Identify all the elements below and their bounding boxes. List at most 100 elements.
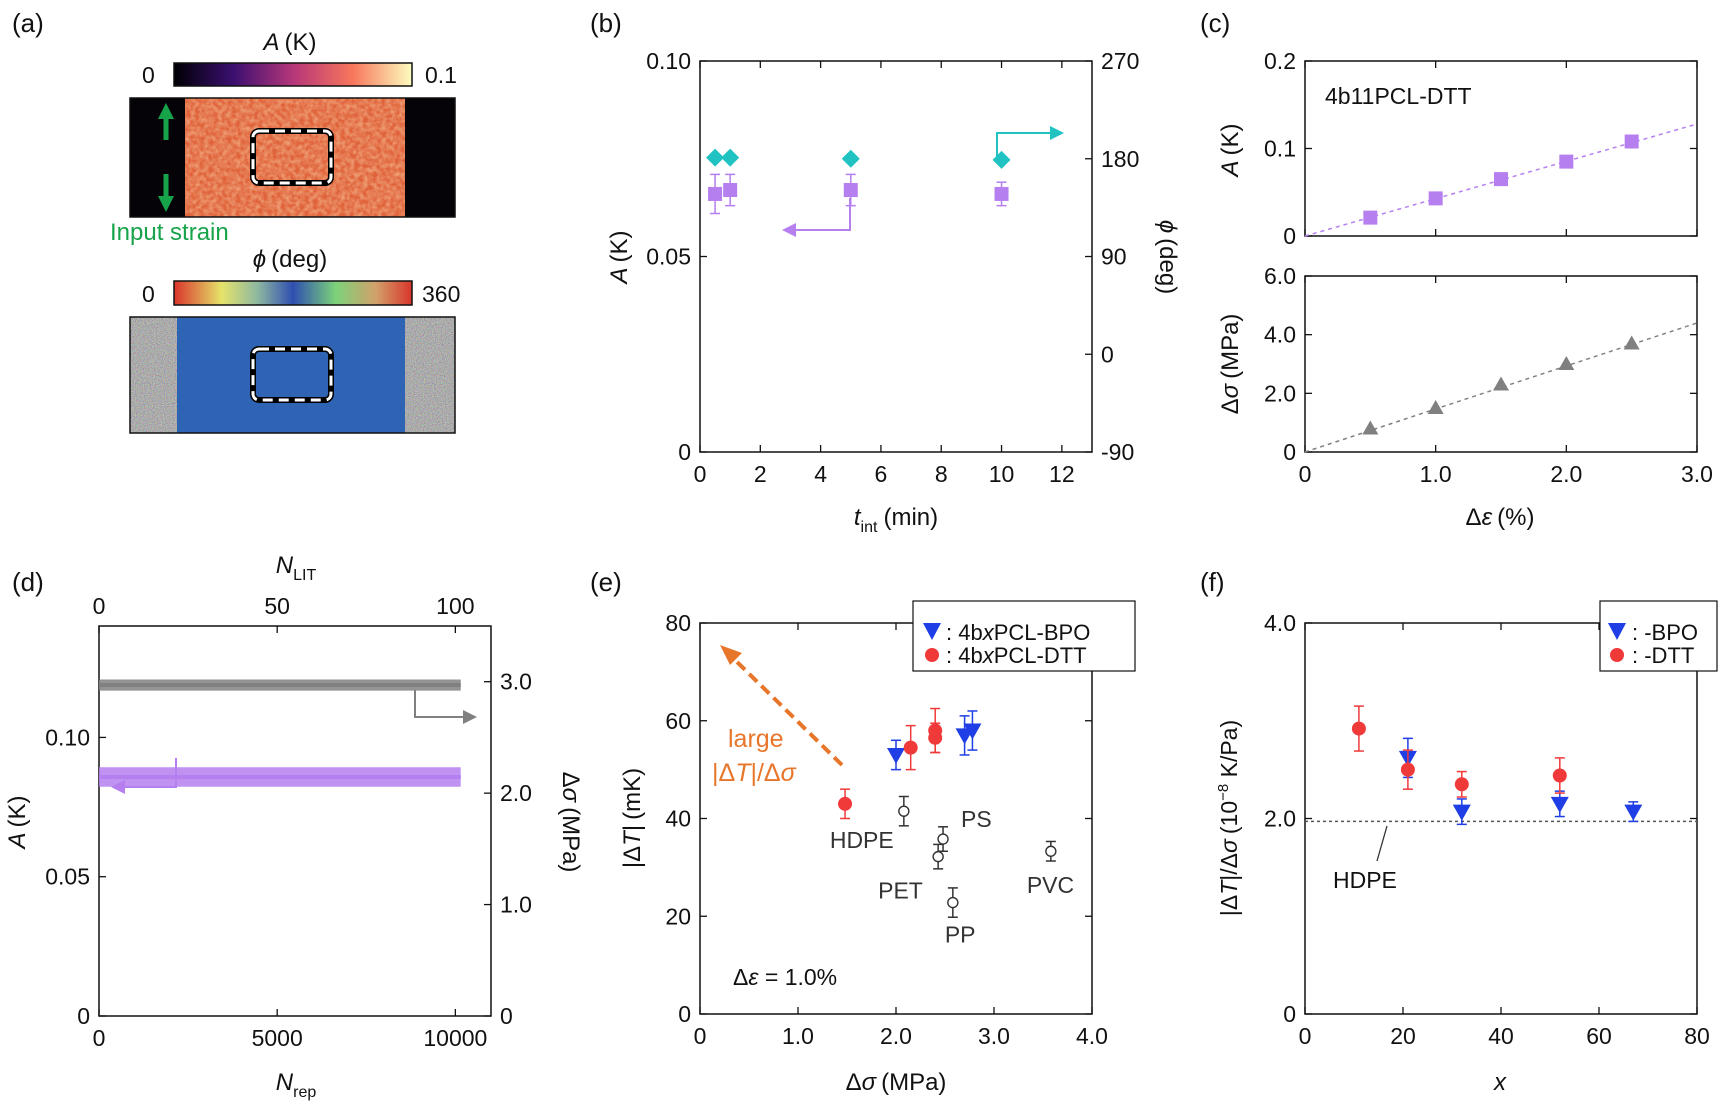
chart-e-point-s1-0 (838, 796, 853, 811)
chart-b-xtick-label: 10 (989, 461, 1015, 487)
chart-b-point-s1-2 (841, 149, 860, 168)
chart-f-point-s1-3 (1552, 768, 1567, 783)
annotation-strain: Δε = 1.0% (733, 964, 837, 990)
chart-b-frame (699, 60, 1093, 453)
chart-b-point-s0-2 (843, 183, 858, 198)
chart-c-bottom-xtick-label: 1.0 (1420, 461, 1452, 487)
phase-colorbar (173, 280, 413, 306)
chart-d-frame (98, 625, 492, 1017)
chart-d-xlabel: Nrep (276, 1069, 317, 1101)
chart-f-point-s1-0 (1351, 721, 1366, 736)
chart-c-bottom-xtick-label: 3.0 (1681, 461, 1713, 487)
chart-c-bottom-point-2 (1493, 376, 1509, 391)
amp-colorbar-min: 0 (142, 62, 155, 88)
chart-b-point-s0-0 (708, 186, 723, 201)
chart-f-frame (1304, 622, 1698, 1015)
chart-d-x2label: NLIT (276, 552, 317, 584)
chart-f-xtick-label: 20 (1390, 1023, 1416, 1049)
input-strain-arrow (158, 103, 174, 212)
chart-f-legend: : -BPO : -DTT (1599, 600, 1718, 672)
chart-e-reference-label-pet: PET (878, 878, 923, 904)
chart-b-xtick-label: 4 (814, 461, 827, 487)
legend-dtt-marker-f (1610, 648, 1624, 662)
chart-c-top-ylabel: A(K) (1217, 123, 1244, 178)
chart-e-reference-label-pvc: PVC (1027, 872, 1074, 898)
chart-b-y2tick-label: 0 (1101, 341, 1114, 367)
chart-d-xtick-label: 0 (93, 1025, 106, 1051)
annotation-ratio: |ΔT|/Δσ (712, 759, 797, 787)
chart-b-y2tick-label: 180 (1101, 146, 1139, 172)
chart-b-xtick-label: 12 (1049, 461, 1075, 487)
phase-colorbar-max: 360 (422, 281, 460, 307)
chart-f-point-s1-2 (1454, 777, 1469, 792)
chart-b-point-s1-0 (706, 148, 725, 167)
annotation-large: large (728, 725, 784, 753)
chart-d-ytick-label: 0.05 (45, 864, 90, 890)
chart-b-left-axis-arrow (782, 198, 851, 237)
chart-c-annotation: 4b11PCL-DTT (1325, 83, 1472, 109)
chart-b-point-s0-1 (723, 183, 738, 198)
panel-label-d: (d) (12, 567, 44, 597)
chart-d-x2tick-label: 100 (436, 593, 474, 619)
chart-c-top-point-4 (1624, 134, 1639, 149)
chart-d-left-axis-arrow (111, 758, 177, 794)
chart-e-xtick-label: 2.0 (880, 1023, 912, 1049)
chart-b-ylabel: A(K) (606, 230, 633, 285)
chart-e-ytick-label: 80 (665, 610, 691, 636)
chart-f: 0 20 40 60 80 0 2.0 4.0 |ΔT|/Δσ(10−8 K/Pa) x : … (1215, 600, 1718, 1096)
chart-f-ytick-label: 0 (1283, 1001, 1296, 1027)
chart-e-xlabel: Δσ (MPa) (846, 1069, 947, 1096)
legend-dtt-marker (925, 648, 939, 662)
input-strain-label: Input strain (110, 219, 229, 246)
chart-c-top-point-1 (1428, 191, 1443, 206)
chart-c-bottom-point-1 (1427, 400, 1444, 414)
chart-c-bottom-ytick-label: 2.0 (1264, 380, 1296, 406)
hdpe-reference-label: HDPE (1333, 867, 1397, 893)
chart-e-point-s0-2 (963, 723, 982, 740)
chart-e-legend: : 4bxPCL-BPO : 4bxPCL-DTT (912, 600, 1136, 672)
chart-e-ytick-label: 40 (665, 806, 691, 832)
chart-d-xtick-label: 5000 (252, 1025, 303, 1051)
chart-b-point-s1-3 (992, 150, 1011, 169)
chart-f-xlabel: x (1493, 1069, 1507, 1096)
chart-b-point-s0-3 (994, 186, 1009, 201)
amplitude-image (129, 97, 456, 218)
chart-e-reference-label-hdpe: HDPE (830, 827, 894, 853)
chart-b-xtick-label: 2 (754, 461, 767, 487)
chart-b-right-axis-arrow (996, 126, 1064, 160)
chart-b-xlabel: tint (min) (854, 504, 938, 536)
chart-b: 0 2 4 6 8 10 12 0 0.05 0.10 -90 0 90 180 270 A(K) ϕ(de… (606, 48, 1181, 536)
chart-d-y2tick-label: 0 (500, 1003, 513, 1029)
chart-b-xtick-label: 8 (935, 461, 948, 487)
chart-b-ytick-label: 0.10 (646, 48, 691, 74)
chart-c-top-ytick-label: 0 (1283, 223, 1296, 249)
phase-colorbar-min: 0 (142, 281, 155, 307)
chart-f-ytick-label: 2.0 (1264, 806, 1296, 832)
chart-c-top-point-3 (1559, 154, 1574, 169)
legend-bpo-label: : 4bxPCL-BPO (946, 620, 1090, 645)
chart-b-y2tick-label: 90 (1101, 244, 1127, 270)
chart-b-y2label: ϕ(deg) (1154, 220, 1181, 294)
chart-e-point-s0-0 (887, 747, 905, 764)
chart-c-top-point-0 (1363, 210, 1378, 225)
panel-label-a: (a) (12, 8, 44, 38)
chart-d-x2tick-label: 50 (264, 593, 290, 619)
chart-d-y2tick-label: 2.0 (500, 780, 532, 806)
chart-e: 0 1.0 2.0 3.0 4.0 0 20 40 60 80 HDPE PS PET PP PVC |Δ… (619, 600, 1136, 1096)
chart-f-ytick-label: 4.0 (1264, 610, 1296, 636)
chart-e-ylabel: |ΔT|(mK) (619, 768, 646, 868)
chart-f-ylabel: |ΔT|/Δσ(10−8 K/Pa) (1215, 720, 1242, 916)
amp-colorbar-max: 0.1 (425, 62, 457, 88)
hdpe-pointer (1376, 825, 1388, 862)
chart-e-point-s2-3 (947, 896, 959, 909)
chart-b-y2tick-label: 270 (1101, 48, 1139, 74)
amp-colorbar-title: A (K) (261, 29, 316, 56)
chart-c-top-point-2 (1494, 172, 1508, 187)
chart-c-bottom-point-0 (1362, 420, 1379, 435)
chart-b-ytick-label: 0 (678, 439, 691, 465)
chart-c-top-ytick-label: 0.1 (1264, 136, 1296, 162)
chart-d-y2tick-label: 3.0 (500, 669, 532, 695)
chart-d: 0 5000 10000 0 50 100 0 0.05 0.10 0 1.0 2.0 3.0 NLIT… (4, 552, 584, 1101)
chart-e-xtick-label: 0 (694, 1023, 707, 1049)
